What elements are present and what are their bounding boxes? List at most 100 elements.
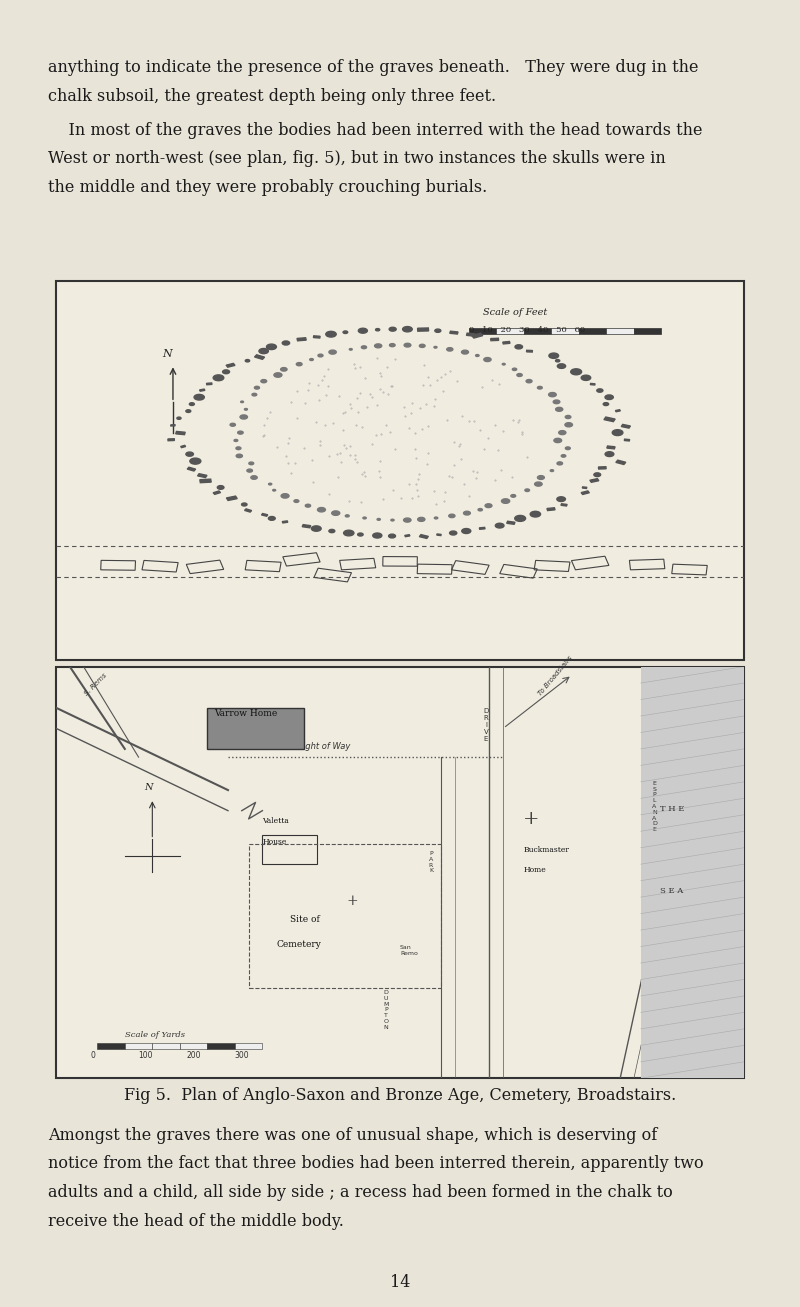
Text: Varrow Home: Varrow Home [214,708,278,718]
Bar [297,337,306,341]
Text: S. Rems: S. Rems [83,672,108,697]
Bar [226,363,235,367]
Circle shape [266,344,277,349]
Bar [246,561,281,571]
Circle shape [605,395,614,400]
Text: notice from the fact that three bodies had been interred therein, apparently two: notice from the fact that three bodies h… [48,1155,704,1172]
Text: Right of Way: Right of Way [297,742,350,752]
Circle shape [190,459,201,464]
Bar [672,565,707,575]
Bar [142,561,178,572]
Bar [490,339,498,341]
Circle shape [236,447,241,450]
Circle shape [377,519,380,520]
Circle shape [495,523,504,528]
Circle shape [605,452,614,456]
Bar [254,354,265,359]
Text: Scale of Feet: Scale of Feet [482,307,547,316]
Circle shape [526,379,532,383]
Text: E
S
P
L
A
N
A
D
E: E S P L A N A D E [652,780,657,833]
Circle shape [281,494,289,498]
Circle shape [329,350,336,354]
Text: Valetta: Valetta [262,817,290,825]
Circle shape [269,484,272,485]
Bar [534,561,570,571]
Bar [198,473,207,477]
Circle shape [241,401,243,403]
Bar [615,409,620,412]
Circle shape [558,430,566,435]
Circle shape [273,489,276,491]
Bar [616,460,626,464]
Circle shape [391,519,394,521]
Bar [213,491,221,494]
Circle shape [186,452,194,456]
Bar [419,535,428,538]
Circle shape [462,350,469,354]
Text: Fig 5.  Plan of Anglo-Saxon and Bronze Age, Cemetery, Broadstairs.: Fig 5. Plan of Anglo-Saxon and Bronze Ag… [124,1087,676,1104]
Text: West or north-west (see plan, fig. 5), but in two instances the skulls were in: West or north-west (see plan, fig. 5), b… [48,150,666,167]
Circle shape [418,518,425,521]
Bar [207,708,304,749]
Text: 14: 14 [390,1274,410,1291]
Text: +: + [346,894,358,908]
Circle shape [329,529,335,533]
Bar [466,333,475,336]
Bar [383,557,418,566]
Text: P
A
R
K: P A R K [429,851,433,873]
Text: San
Remo: San Remo [400,945,418,955]
Circle shape [404,344,411,346]
Circle shape [213,375,224,380]
Text: adults and a child, all side by side ; a recess had been formed in the chalk to: adults and a child, all side by side ; a… [48,1184,673,1201]
Circle shape [246,359,250,362]
Bar [472,333,482,339]
Circle shape [375,328,380,331]
Circle shape [230,423,235,426]
Bar [200,480,211,482]
Bar [314,336,320,339]
Circle shape [511,494,516,497]
Circle shape [476,354,479,357]
Bar [418,328,429,331]
Bar [186,561,224,574]
Circle shape [363,518,366,519]
Circle shape [562,455,566,457]
Bar [451,561,489,574]
Circle shape [234,439,238,442]
Circle shape [390,344,395,346]
Bar [561,503,567,506]
FancyBboxPatch shape [56,667,744,1078]
Bar [283,553,320,566]
Circle shape [242,503,247,506]
Circle shape [332,511,340,515]
Bar [630,559,665,570]
Bar [207,1043,235,1050]
Text: 0: 0 [90,1051,95,1060]
Circle shape [222,370,230,374]
Circle shape [249,463,254,465]
Bar [524,328,551,335]
Circle shape [534,482,542,486]
Text: 200: 200 [186,1051,202,1060]
Text: Amongst the graves there was one of unusual shape, which is deserving of: Amongst the graves there was one of unus… [48,1127,658,1144]
Circle shape [554,400,560,404]
Bar [634,328,662,335]
Circle shape [344,531,354,536]
Circle shape [282,341,290,345]
Circle shape [251,476,258,480]
Circle shape [190,403,194,405]
Bar [101,561,135,570]
Bar [604,417,615,422]
Circle shape [403,518,411,521]
Circle shape [281,367,287,371]
Circle shape [296,362,302,366]
Circle shape [549,353,558,358]
Bar [206,383,212,384]
Text: 300: 300 [235,1051,250,1060]
Bar [502,341,510,344]
Circle shape [419,344,425,348]
Text: T H E: T H E [659,805,684,813]
Text: Scale of Yards: Scale of Yards [125,1031,185,1039]
Circle shape [434,346,437,348]
Bar [249,843,442,988]
